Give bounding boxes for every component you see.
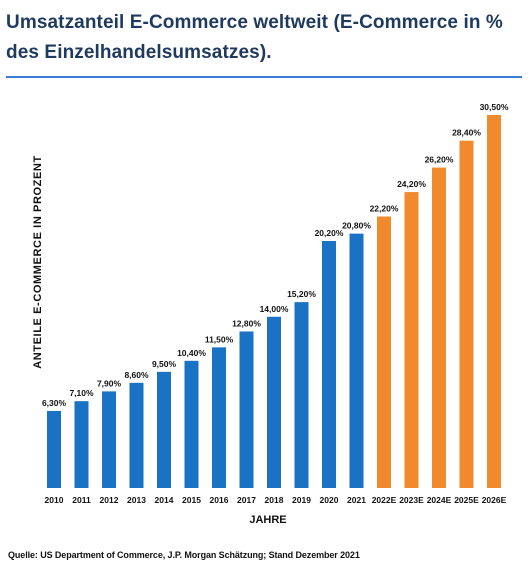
x-tick-2022E: 2022E — [372, 495, 397, 505]
x-tick-2024E: 2024E — [427, 495, 452, 505]
y-axis-label: ANTEILE E-COMMERCE IN PROZENT — [32, 155, 44, 369]
x-tick-2016: 2016 — [210, 495, 229, 505]
bar-2017 — [239, 331, 254, 488]
x-axis-label: JAHRE — [249, 514, 287, 526]
data-label-2019: 15,20% — [287, 289, 316, 299]
data-label-2013: 8,60% — [124, 370, 149, 380]
bar-2014 — [157, 371, 171, 488]
data-label-2025E: 28,40% — [452, 128, 481, 138]
source-note: Quelle: US Department of Commerce, J.P. … — [8, 550, 360, 560]
data-label-2017: 12,80% — [232, 318, 261, 328]
bar-2012 — [102, 391, 116, 488]
data-label-2015: 10,40% — [177, 348, 206, 358]
data-label-2012: 7,90% — [97, 378, 122, 388]
bar-2013 — [129, 382, 144, 488]
bar-2016 — [212, 347, 226, 488]
bar-2025E — [459, 140, 474, 488]
x-tick-2011: 2011 — [72, 495, 91, 505]
bar-chart: 6,30% 2010 7,10% 2011 7,90% 2012 8,60% 2013 9,50… — [42, 102, 509, 505]
data-label-2026E: 30,50% — [480, 102, 509, 112]
x-tick-2023E: 2023E — [399, 495, 424, 505]
x-tick-2018: 2018 — [265, 495, 284, 505]
data-label-2011: 7,10% — [69, 388, 94, 398]
data-label-2021: 20,80% — [342, 221, 371, 231]
data-label-2024E: 26,20% — [425, 155, 454, 165]
x-tick-2017: 2017 — [237, 495, 256, 505]
bar-2010 — [47, 410, 61, 488]
data-label-2023E: 24,20% — [397, 179, 426, 189]
x-tick-2020: 2020 — [320, 495, 339, 505]
bar-2019 — [294, 302, 309, 488]
data-label-2010: 6,30% — [42, 398, 67, 408]
data-label-2022E: 22,20% — [370, 204, 399, 214]
bar-2011 — [74, 401, 89, 488]
bar-2020 — [322, 240, 336, 488]
bar-2023E — [404, 192, 419, 488]
x-tick-2021: 2021 — [347, 495, 366, 505]
bar-2024E — [432, 167, 446, 488]
data-label-2018: 14,00% — [260, 304, 289, 314]
x-tick-2010: 2010 — [45, 495, 64, 505]
bar-2015 — [184, 360, 199, 488]
x-tick-2013: 2013 — [127, 495, 146, 505]
bar-2018 — [267, 316, 281, 488]
x-tick-2012: 2012 — [100, 495, 119, 505]
bar-2021 — [349, 233, 364, 488]
bar-2022E — [377, 216, 391, 488]
x-tick-2014: 2014 — [155, 495, 174, 505]
chart-title: Umsatzanteil E-Commerce weltweit (E-Comm… — [6, 12, 503, 63]
title-divider — [6, 76, 522, 78]
data-label-2016: 11,50% — [205, 334, 234, 344]
x-tick-2026E: 2026E — [482, 495, 507, 505]
x-tick-2019: 2019 — [292, 495, 311, 505]
x-tick-2025E: 2025E — [454, 495, 479, 505]
data-label-2020: 20,20% — [315, 228, 344, 238]
data-label-2014: 9,50% — [152, 359, 177, 369]
x-tick-2015: 2015 — [182, 495, 201, 505]
bar-2026E — [487, 115, 501, 488]
